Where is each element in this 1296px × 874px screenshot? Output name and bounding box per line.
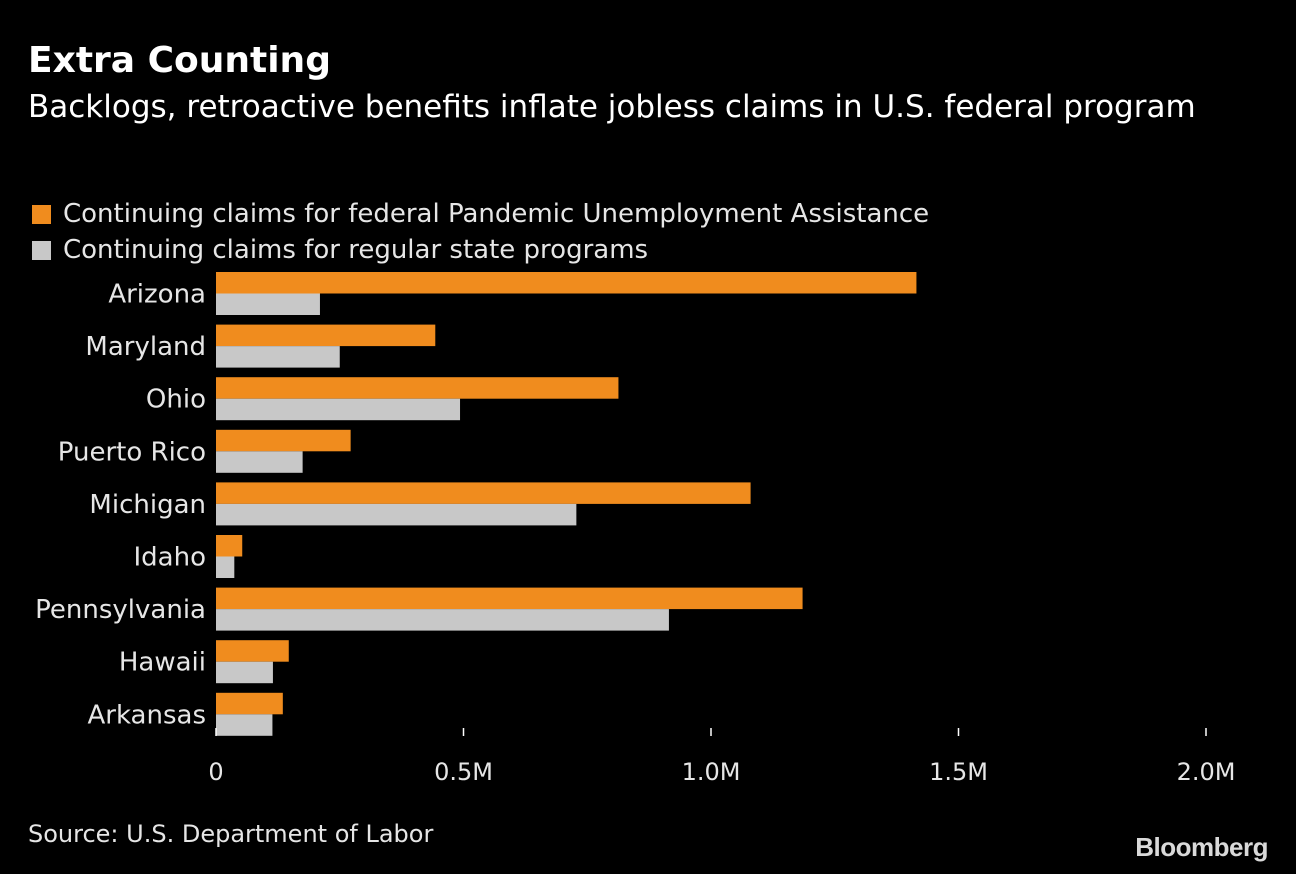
bar-pua — [216, 482, 751, 504]
x-tick-label: 0.5M — [434, 758, 493, 786]
category-label: Hawaii — [119, 648, 206, 678]
bar-state — [216, 556, 235, 578]
bar-state — [216, 661, 273, 684]
bar-pua — [216, 429, 351, 452]
bar-state — [216, 609, 669, 631]
chart-title: Extra Counting — [28, 40, 331, 81]
bar-state — [216, 503, 577, 526]
chart-subtitle: Backlogs, retroactive benefits inflate j… — [28, 89, 1196, 125]
x-tick-label: 0 — [208, 758, 223, 786]
bar-pua — [216, 587, 803, 610]
category-label: Michigan — [89, 490, 206, 520]
bloomberg-logo: Bloomberg — [1135, 832, 1268, 862]
source-note: Source: U.S. Department of Labor — [28, 820, 434, 848]
legend-label-state: Continuing claims for regular state prog… — [63, 235, 649, 265]
bar-pua — [216, 640, 289, 662]
x-tick-label: 1.5M — [929, 758, 988, 786]
bar-pua — [216, 324, 436, 347]
category-label: Idaho — [134, 543, 207, 573]
legend-swatch-state — [32, 240, 51, 260]
x-tick-label: 1.0M — [682, 758, 741, 786]
legend-label-pua: Continuing claims for federal Pandemic U… — [63, 199, 930, 229]
category-label: Maryland — [85, 332, 206, 362]
legend: Continuing claims for federal Pandemic U… — [32, 196, 929, 268]
bar-state — [216, 346, 340, 368]
x-tick-label: 2.0M — [1177, 758, 1236, 786]
category-label: Arkansas — [87, 700, 206, 730]
bar-pua — [216, 377, 619, 399]
bar-state — [216, 714, 273, 736]
bar-pua — [216, 692, 283, 715]
category-label: Pennsylvania — [35, 595, 206, 625]
legend-item-state: Continuing claims for regular state prog… — [32, 232, 929, 268]
category-label: Ohio — [146, 385, 206, 415]
category-label: Puerto Rico — [58, 437, 206, 467]
legend-swatch-pua — [32, 204, 51, 224]
bar-pua — [216, 272, 917, 294]
bar-pua — [216, 535, 243, 557]
bar-state — [216, 451, 303, 473]
category-label: Arizona — [108, 280, 206, 310]
bar-state — [216, 398, 461, 421]
bar-state — [216, 293, 320, 315]
legend-item-pua: Continuing claims for federal Pandemic U… — [32, 196, 929, 232]
